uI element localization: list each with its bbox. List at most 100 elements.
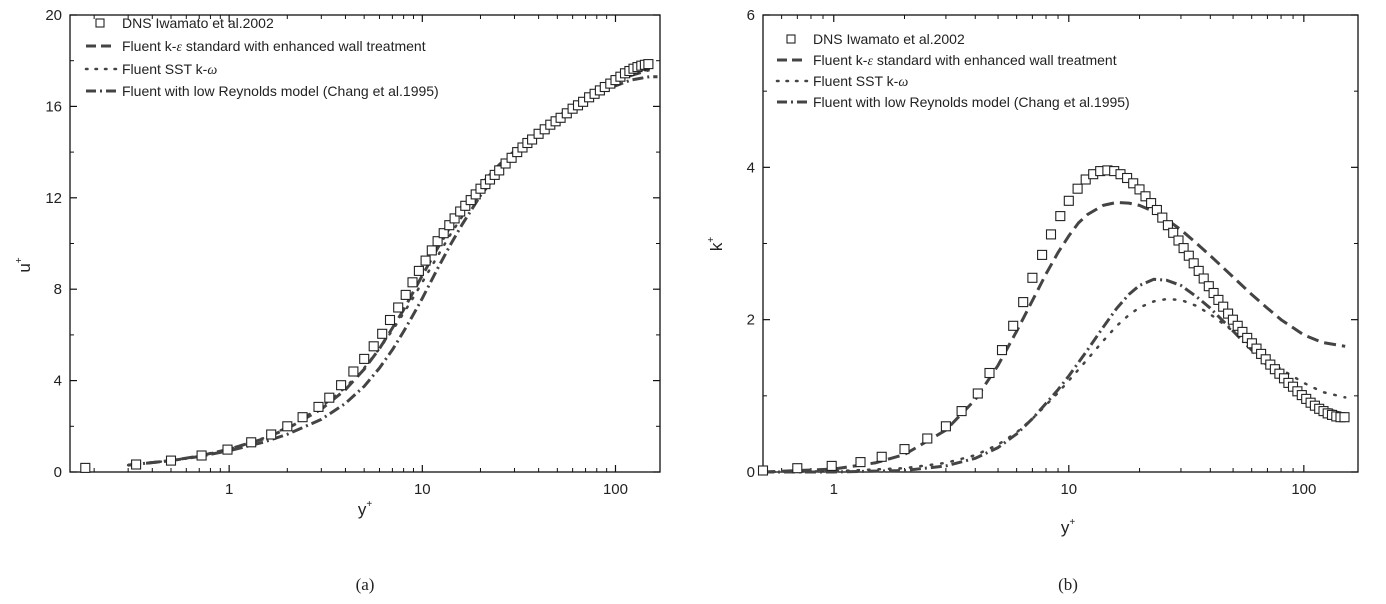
- panel-a-dns-point: [131, 459, 142, 470]
- legend-a-ke-symbol: ε: [176, 40, 182, 55]
- panel-a-dns-point: [336, 380, 347, 391]
- panel-a-dns-point: [165, 455, 177, 466]
- panel-a-dns-point: [444, 220, 455, 231]
- panel-a-dns-point: [643, 59, 654, 70]
- panel-b-dns-point: [972, 388, 983, 399]
- panel-b-dns-point: [1080, 174, 1091, 185]
- panel-b-xtick-label-2: 100: [1291, 481, 1316, 498]
- panel-a-xtick-label-1: 10: [414, 481, 431, 498]
- panel-b-ylabel: k+: [706, 237, 726, 252]
- panel-a-dns-point: [393, 302, 404, 313]
- panel-a-dns-point: [266, 429, 277, 440]
- panel-a-ylabel-base: u: [15, 263, 34, 272]
- panel-b-ylabel-sup: +: [706, 237, 717, 243]
- panel-a-dns-point: [384, 314, 396, 326]
- panel-b-ytick-label-1: 2: [747, 312, 755, 329]
- panel-a-dns-point: [413, 265, 424, 276]
- panel-b-dns-point: [922, 433, 933, 444]
- panel-b-dns-point: [1168, 227, 1179, 238]
- panel-a-dns-point: [460, 200, 471, 211]
- panel-a-xlabel-sup: +: [366, 499, 372, 510]
- panel-a-ylabel: u+: [14, 257, 34, 272]
- panel-b-series-dotted: [761, 297, 1347, 474]
- panel-b-caption: (b): [1058, 575, 1078, 594]
- panel-a-series-dash-dot: [127, 75, 658, 467]
- panel-b-ytick-label-0: 0: [747, 464, 755, 481]
- panel-a-dns-point: [348, 366, 359, 377]
- panel-a-dns-point: [196, 450, 207, 461]
- panel-b-dns-point: [1339, 412, 1350, 423]
- panel-b-dns-point: [1140, 191, 1151, 202]
- panel-b-dns-point: [1008, 320, 1019, 331]
- panel-b-xtick-label-0: 1: [830, 481, 838, 498]
- legend-b-dns-label: DNS Iwamato et al.2002: [813, 31, 965, 47]
- panel-b-dns-point: [1146, 198, 1157, 209]
- panel-b-dns-point: [1157, 212, 1168, 223]
- panel-b-dns-point: [1173, 235, 1184, 246]
- panel-a-series-dashed: [127, 68, 650, 467]
- panel-a-series: [80, 59, 658, 473]
- panel-a-dns-point: [449, 213, 460, 224]
- panel-b-dns-point: [1037, 249, 1048, 260]
- panel-b-dns-point: [899, 444, 910, 455]
- panel-a-ytick-label-4: 16: [45, 98, 62, 115]
- panel-b-series: [757, 165, 1350, 476]
- legend-b-sst-symbol: ω: [898, 75, 908, 90]
- panel-b-dns-point: [940, 421, 951, 432]
- panel-a-dns-point: [500, 158, 511, 169]
- legend-a-dns-label: DNS Iwamato et al.2002: [122, 15, 274, 31]
- panel-b-ylabel-base: k: [707, 242, 726, 251]
- panel-b-xlabel-base: y: [1061, 518, 1070, 537]
- legend-a-sst-symbol: ω: [207, 63, 217, 78]
- panel-a-dns-point: [455, 206, 466, 217]
- legend-b-lowre-label: Fluent with low Reynolds model (Chang et…: [813, 94, 1130, 110]
- panel-b-dns-point: [792, 463, 803, 474]
- panel-b-dns-point: [1198, 273, 1209, 284]
- panel-a-caption: (a): [356, 575, 375, 594]
- panel-a-dns-point: [420, 255, 431, 266]
- panel-b-dns-point: [996, 345, 1008, 356]
- panel-b-dns-point: [1128, 178, 1139, 189]
- panel-a-xtick-label-2: 100: [603, 481, 628, 498]
- panel-b-series-dash-dot: [763, 277, 1346, 474]
- panel-a-dns-point: [359, 353, 370, 364]
- panel-a-dns-point: [282, 421, 293, 432]
- panel-a-dns-point: [297, 412, 308, 423]
- panel-b-legend: DNS Iwamato et al.2002 Fluent k-ε standa…: [775, 31, 1130, 110]
- panel-a-dns-point: [368, 341, 379, 352]
- panel-a-dns-point: [438, 228, 449, 239]
- panel-a-dns-point: [313, 401, 324, 412]
- legend-a-sst-prefix: Fluent SST k-: [122, 61, 208, 77]
- panel-a-ticks: 1 10 100 0 4 8 12 16 20: [45, 7, 660, 498]
- panel-b-xlabel-sup: +: [1069, 517, 1075, 528]
- legend-b-ke-suffix: standard with enhanced wall treatment: [873, 52, 1117, 68]
- panel-b-dns-point: [876, 451, 887, 462]
- panel-b-xlabel: y+: [1061, 517, 1076, 537]
- panel-b-dns-point: [1151, 204, 1162, 216]
- legend-b-sst-prefix: Fluent SST k-: [813, 73, 899, 89]
- panel-a-series-dotted: [126, 68, 651, 467]
- panel-a: 1 10 100 0 4 8 12 16 20 DNS Iwamato et al.2002 F…: [14, 7, 661, 594]
- legend-b-ke-prefix: Fluent k-: [813, 52, 868, 68]
- legend-a-ke-prefix: Fluent k-: [122, 38, 177, 54]
- legend-a-sst-label: Fluent SST k-ω: [122, 61, 217, 78]
- panel-b-dns-point: [826, 460, 837, 471]
- panel-b-dns-point: [956, 406, 967, 417]
- panel-a-xlabel-base: y: [358, 500, 367, 519]
- panel-b-dns-point: [1162, 220, 1173, 231]
- panel-b-dns-point: [1122, 172, 1133, 184]
- panel-b-dns-point: [1055, 211, 1066, 222]
- panel-b-dns-point: [855, 457, 866, 468]
- panel-a-dns-point: [222, 444, 233, 455]
- panel-a-xtick-label-0: 1: [225, 481, 233, 498]
- panel-b-dns-point: [1134, 184, 1145, 195]
- legend-b-ke-symbol: ε: [867, 54, 873, 69]
- panel-a-dns-point: [246, 437, 257, 448]
- panel-a-ytick-label-0: 0: [54, 464, 62, 481]
- panel-a-dns-point: [527, 134, 538, 145]
- panel-b-dns-point: [1027, 272, 1038, 283]
- legend-a-lowre-label: Fluent with low Reynolds model (Chang et…: [122, 83, 439, 99]
- panel-a-dns-point: [432, 236, 443, 247]
- panel-b-dns-point: [1072, 183, 1083, 194]
